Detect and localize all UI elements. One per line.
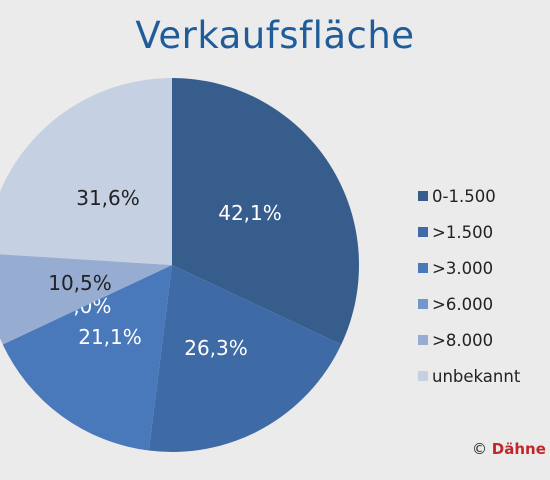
- legend-label: >6.000: [432, 294, 494, 314]
- legend-swatch: [418, 299, 428, 309]
- pie-slice-8-000: [0, 254, 172, 345]
- legend-item: 0-1.500: [418, 178, 520, 214]
- slice-value-label: 31,6%: [76, 186, 140, 210]
- legend-label: unbekannt: [432, 366, 521, 386]
- legend-item: >6.000: [418, 286, 520, 322]
- legend-item: >1.500: [418, 214, 520, 250]
- legend-swatch: [418, 227, 428, 237]
- copyright-notice: © Dähne V: [472, 440, 550, 458]
- pie-slice-1-500: [148, 265, 342, 453]
- legend-swatch: [418, 335, 428, 345]
- chart-legend: 0-1.500 >1.500 >3.000 >6.000 >8.000 unbekannt: [418, 178, 520, 394]
- legend-label: >1.500: [432, 222, 494, 242]
- pie-slice-unbekannt: [0, 78, 172, 265]
- legend-swatch: [418, 371, 428, 381]
- legend-item: >3.000: [418, 250, 520, 286]
- copyright-symbol: ©: [472, 440, 487, 458]
- slice-value-label: 21,1%: [78, 325, 142, 349]
- slice-value-label: 42,1%: [218, 201, 282, 225]
- legend-item: unbekannt: [418, 358, 520, 394]
- legend-item: >8.000: [418, 322, 520, 358]
- pie-slice-3-000: [2, 265, 172, 451]
- chart-title: Verkaufsfläche: [135, 14, 415, 57]
- pie-slice-0-1-500: [172, 78, 360, 345]
- slice-value-label: 26,3%: [184, 336, 248, 360]
- legend-label: >8.000: [432, 330, 494, 350]
- legend-label: >3.000: [432, 258, 494, 278]
- legend-swatch: [418, 191, 428, 201]
- legend-swatch: [418, 263, 428, 273]
- slice-value-label: 10,5%: [48, 271, 112, 295]
- copyright-brand: Dähne V: [491, 440, 550, 458]
- legend-label: 0-1.500: [432, 186, 496, 206]
